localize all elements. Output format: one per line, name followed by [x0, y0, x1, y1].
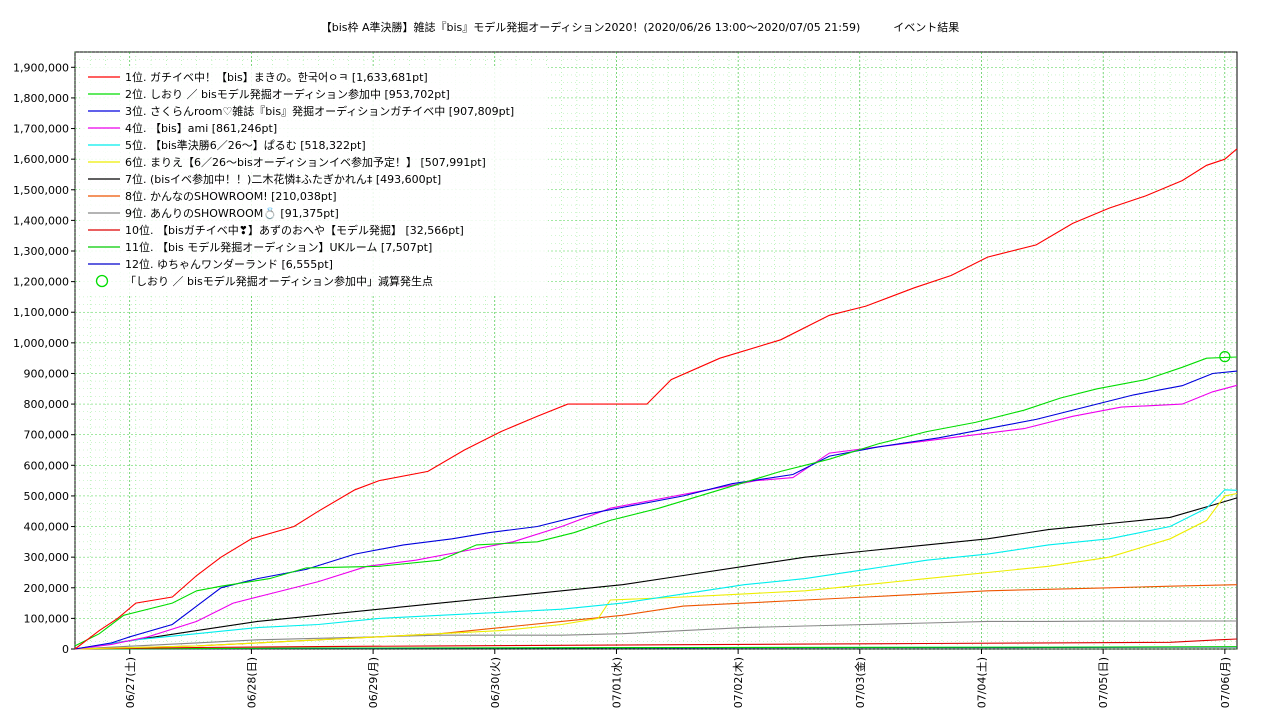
legend-entry: 10位. 【bisガチイベ中❣】あずのおへや【モデル発掘】 [32,566pt] — [125, 223, 464, 237]
y-tick-label: 700,000 — [24, 429, 70, 442]
legend-entry: 8位. かんなのSHOWROOM! [210,038pt] — [125, 189, 337, 203]
chart-title: 【bis枠 A準決勝】雑誌『bis』モデル発掘オーディション2020！(2020… — [320, 21, 960, 34]
y-tick-label: 900,000 — [24, 367, 70, 380]
legend-entry: 12位. ゆちゃんワンダーランド [6,555pt] — [125, 257, 333, 271]
legend-entry: 1位. ガチイベ中！【bis】まきの。한국어ㅇㅋ [1,633,681pt] — [125, 70, 428, 84]
grid-lines — [74, 51, 1237, 650]
x-tick-label: 06/30(火) — [489, 657, 502, 708]
x-tick-label: 07/01(水) — [610, 657, 623, 708]
legend-entry: 「しおり ／ bisモデル発掘オーディション参加中」減算発生点 — [125, 274, 433, 288]
y-tick-label: 300,000 — [24, 551, 70, 564]
deduction-marker-point — [1219, 351, 1231, 363]
y-axis: 0 100,000 200,000 300,000 400,000 500,000 600,… — [13, 61, 75, 656]
x-tick-label: 07/04(土) — [975, 657, 988, 708]
x-tick-label: 06/28(日) — [245, 657, 258, 708]
y-tick-label: 1,400,000 — [13, 214, 69, 227]
y-tick-label: 400,000 — [24, 521, 70, 534]
y-tick-label: 500,000 — [24, 490, 70, 503]
series-line — [74, 489, 1238, 650]
x-tick-label: 06/29(月) — [367, 657, 380, 708]
series-line — [74, 620, 1238, 650]
x-tick-label: 06/27(土) — [124, 657, 137, 708]
deduction-marker — [1219, 351, 1231, 363]
x-tick-label: 07/06(月) — [1219, 657, 1232, 708]
series-line — [74, 646, 1238, 650]
x-tick-label: 07/02(木) — [732, 657, 745, 708]
y-tick-label: 100,000 — [24, 612, 70, 625]
y-tick-label: 200,000 — [24, 582, 70, 595]
y-tick-label: 0 — [62, 643, 69, 656]
y-tick-label: 1,500,000 — [13, 184, 69, 197]
y-tick-label: 600,000 — [24, 459, 70, 472]
series-line — [74, 384, 1238, 650]
legend-entry: 7位. (bisイベ参加中！！)二木花憐‡ふたぎかれん‡ [493,600pt] — [125, 172, 441, 186]
x-tick-label: 07/05(日) — [1097, 657, 1110, 708]
y-tick-label: 1,300,000 — [13, 245, 69, 258]
x-axis: 06/27(土) 06/28(日) 06/29(月) 06/30(火) 07/01(水)… — [124, 649, 1232, 708]
series-line — [74, 370, 1238, 650]
y-tick-label: 1,800,000 — [13, 92, 69, 105]
legend-entry: 3位. さくらんroom♡雑誌『bis』発掘オーディションガチイベ中 [907,… — [125, 104, 514, 118]
series-line — [74, 492, 1238, 650]
legend-entry: 11位. 【bis モデル発掘オーディション】UKルーム [7,507pt] — [125, 240, 432, 254]
y-tick-label: 1,100,000 — [13, 306, 69, 319]
series-line — [74, 148, 1238, 650]
series-lines — [74, 148, 1238, 650]
legend: 1位. ガチイベ中！【bis】まきの。한국어ㅇㅋ [1,633,681pt] 2位… — [80, 66, 548, 296]
y-tick-label: 1,900,000 — [13, 61, 69, 74]
legend-background — [80, 66, 548, 296]
legend-entry: 2位. しおり ／ bisモデル発掘オーディション参加中 [953,702pt] — [125, 87, 450, 101]
legend-entry: 6位. まりえ【6／26〜bisオーディションイベ参加予定！】 [507,991… — [125, 155, 486, 169]
y-tick-label: 1,700,000 — [13, 123, 69, 136]
series-line — [74, 497, 1238, 650]
y-tick-label: 1,200,000 — [13, 276, 69, 289]
series-line — [74, 356, 1238, 647]
y-tick-label: 1,600,000 — [13, 153, 69, 166]
series-line — [74, 638, 1238, 650]
legend-entry: 4位. 【bis】ami [861,246pt] — [125, 121, 277, 135]
legend-entry: 9位. あんりのSHOWROOM💍 [91,375pt] — [125, 206, 339, 220]
x-tick-label: 07/03(金) — [853, 657, 867, 708]
y-tick-label: 1,000,000 — [13, 337, 69, 350]
legend-marker-swatch — [95, 274, 109, 288]
legend-entry: 5位. 【bis準決勝6／26〜】ぱるむ [518,322pt] — [125, 138, 366, 152]
y-tick-label: 800,000 — [24, 398, 70, 411]
